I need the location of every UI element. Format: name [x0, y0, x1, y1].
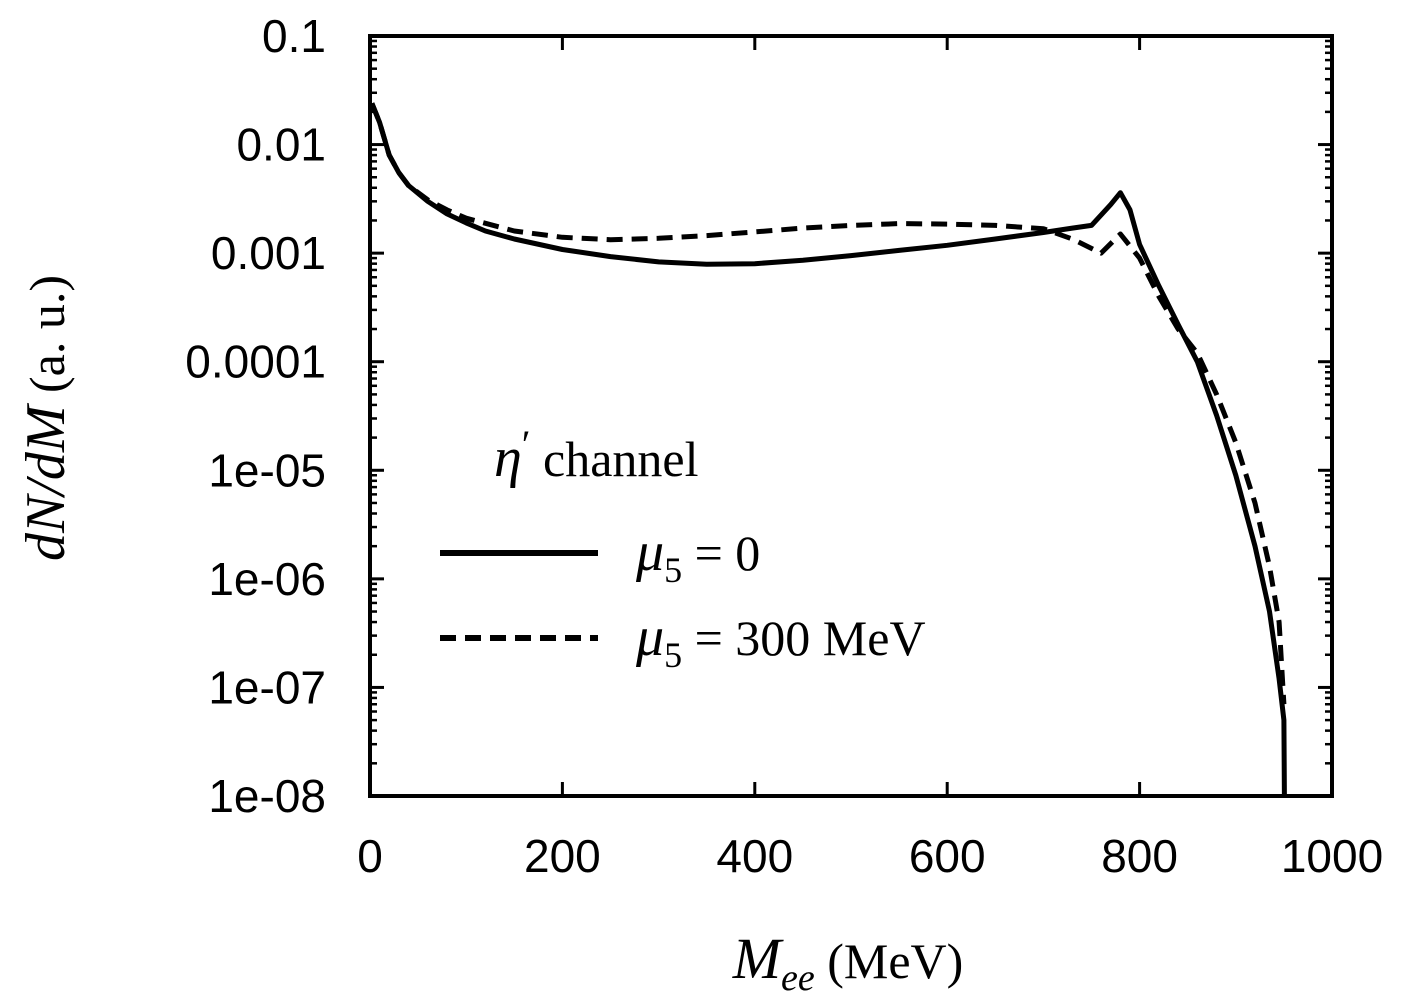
x-tick-label: 0 [357, 830, 383, 882]
y-tick-label: 1e-06 [208, 553, 326, 605]
y-tick-label: 0.01 [236, 119, 326, 171]
x-axis-title: Mee (MeV) [732, 926, 964, 999]
x-tick-label: 1000 [1281, 830, 1383, 882]
series-line-mu5-300 [369, 102, 1287, 705]
axis-ticks [368, 34, 1334, 798]
y-tick-label: 1e-08 [208, 770, 326, 822]
legend-label-mu5-300: μ5 = 300 MeV [635, 606, 926, 675]
legend-label-mu5-zero: μ5 = 0 [635, 521, 760, 590]
series-line-mu5-zero [369, 102, 1287, 797]
y-tick-label: 0.1 [262, 10, 326, 62]
x-tick-label: 200 [524, 830, 601, 882]
y-tick-label: 0.001 [211, 227, 326, 279]
x-tick-label: 800 [1101, 830, 1178, 882]
y-tick-label: 0.0001 [185, 336, 326, 388]
legend: η′ channel μ5 = 0 μ5 = 300 MeV [440, 422, 926, 675]
y-tick-label: 1e-05 [208, 444, 326, 496]
series-layer [369, 102, 1287, 797]
x-tick-label: 600 [909, 830, 986, 882]
y-axis-title: dN/dM (a. u.) [15, 275, 77, 561]
y-tick-label: 1e-07 [208, 661, 326, 713]
x-tick-label: 400 [716, 830, 793, 882]
plot-frame [368, 34, 1334, 798]
legend-title: η′ channel [494, 422, 699, 489]
tick-labels: 0 200 400 600 800 1000 0.1 0.01 0.001 0.0001 1e-05… [185, 10, 1383, 882]
